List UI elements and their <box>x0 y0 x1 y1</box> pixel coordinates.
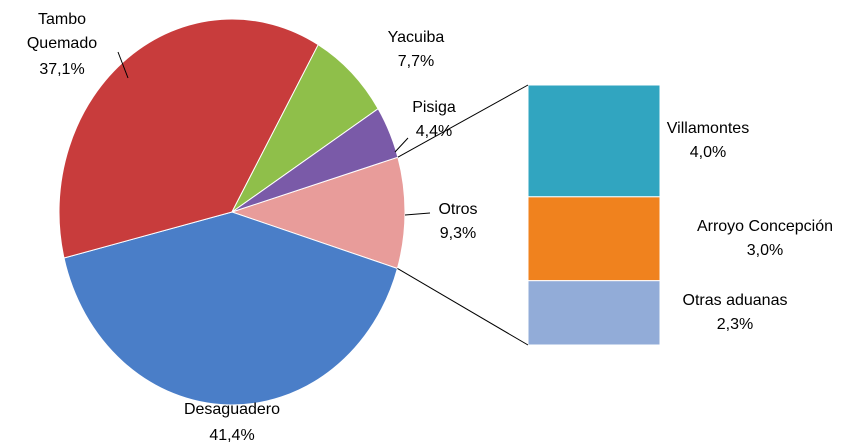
slice-value-label: 41,4% <box>209 427 255 444</box>
leader-line <box>117 51 129 79</box>
slice-label: Pisiga <box>412 99 456 116</box>
bar-value-label: 4,0% <box>689 143 727 161</box>
bar-value-label: 2,3% <box>716 315 754 333</box>
pie-slice <box>58 18 319 259</box>
slice-value-label: 7,7% <box>397 53 435 70</box>
slice-value-label: 37,1% <box>39 61 85 78</box>
pie-slice <box>230 156 406 270</box>
bar-value-label: 3,0% <box>746 241 784 259</box>
bar-label: Arroyo Concepción <box>696 217 834 235</box>
pie-slice <box>63 211 399 406</box>
leader-line <box>404 212 431 216</box>
slice-label: Yacuiba <box>387 29 445 46</box>
bar-segment <box>527 196 661 282</box>
connector-line <box>397 84 529 158</box>
slice-label: Tambo Quemado <box>26 11 98 52</box>
pie-slice <box>231 43 379 213</box>
slice-value-label: 4,4% <box>415 123 453 140</box>
bar-segment <box>527 280 661 346</box>
leader-line <box>394 137 409 153</box>
slice-value-label: 9,3% <box>439 225 477 242</box>
slice-label: Otros <box>438 201 478 218</box>
bar-label: Villamontes <box>666 119 750 137</box>
slice-label: Desaguadero <box>183 401 281 418</box>
connector-line <box>397 268 529 346</box>
bar-segment <box>527 84 661 198</box>
bar-label: Otras aduanas <box>682 291 788 309</box>
